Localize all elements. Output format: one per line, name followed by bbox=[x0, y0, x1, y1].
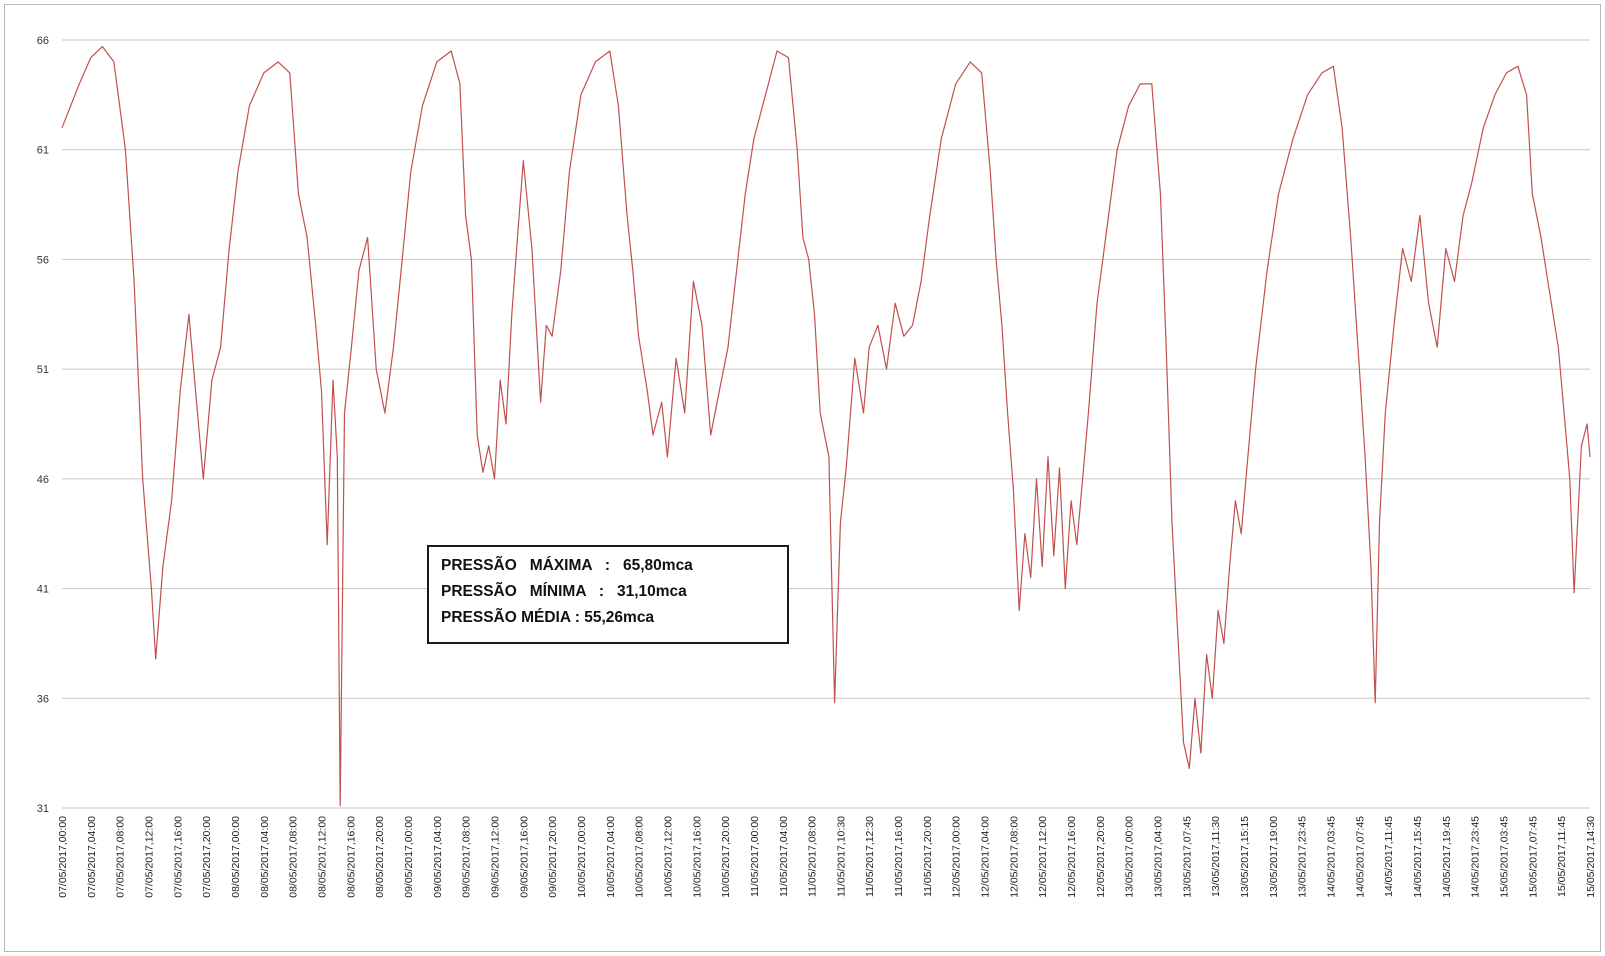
x-tick-label: 07/05/2017,00:00 bbox=[57, 816, 69, 898]
x-tick-label: 12/05/2017,12:00 bbox=[1037, 816, 1049, 898]
y-tick-label: 66 bbox=[37, 35, 49, 47]
x-tick-label: 10/05/2017,08:00 bbox=[634, 816, 646, 898]
x-tick-label: 09/05/2017,00:00 bbox=[403, 816, 415, 898]
y-tick-label: 61 bbox=[37, 145, 49, 157]
min-pressure-text: PRESSÃO MÍNIMA : 31,10mca bbox=[441, 583, 687, 600]
x-tick-label: 08/05/2017,20:00 bbox=[374, 816, 386, 898]
x-tick-label: 13/05/2017,11:30 bbox=[1210, 816, 1222, 897]
x-tick-label: 15/05/2017,11:45 bbox=[1556, 816, 1568, 897]
x-tick-label: 10/05/2017,20:00 bbox=[720, 816, 732, 898]
x-tick-label: 07/05/2017,08:00 bbox=[115, 816, 127, 898]
mean-pressure-text: PRESSÃO MÉDIA : 55,26mca bbox=[441, 609, 655, 626]
x-tick-label: 08/05/2017,04:00 bbox=[259, 816, 271, 898]
y-tick-label: 56 bbox=[37, 254, 49, 266]
x-tick-label: 07/05/2017,12:00 bbox=[143, 816, 155, 898]
x-tick-label: 13/05/2017,04:00 bbox=[1153, 816, 1165, 898]
x-tick-label: 11/05/2017,20:00 bbox=[922, 816, 934, 897]
x-tick-label: 14/05/2017,23:45 bbox=[1470, 816, 1482, 898]
x-tick-label: 15/05/2017,03:45 bbox=[1499, 816, 1511, 898]
x-tick-label: 11/05/2017,16:00 bbox=[893, 816, 905, 897]
x-tick-label: 08/05/2017,12:00 bbox=[316, 816, 328, 898]
x-tick-label: 15/05/2017,07:45 bbox=[1527, 816, 1539, 898]
x-tick-label: 12/05/2017,00:00 bbox=[951, 816, 963, 898]
x-tick-label: 11/05/2017,04:00 bbox=[778, 816, 790, 897]
x-tick-label: 08/05/2017,08:00 bbox=[288, 816, 300, 898]
x-tick-label: 09/05/2017,20:00 bbox=[547, 816, 559, 898]
max-pressure-text: PRESSÃO MÁXIMA : 65,80mca bbox=[441, 557, 693, 574]
x-tick-label: 11/05/2017,08:00 bbox=[807, 816, 819, 897]
series-layer bbox=[61, 46, 1591, 807]
x-tick-label: 13/05/2017,00:00 bbox=[1124, 816, 1136, 898]
x-tick-label: 10/05/2017,16:00 bbox=[691, 816, 703, 898]
x-tick-label: 14/05/2017,11:45 bbox=[1383, 816, 1395, 897]
x-tick-label: 07/05/2017,04:00 bbox=[86, 816, 98, 898]
x-tick-label: 13/05/2017,23:45 bbox=[1297, 816, 1309, 898]
pressure-series-line bbox=[61, 46, 1591, 807]
x-tick-label: 10/05/2017,00:00 bbox=[576, 816, 588, 898]
x-axis-tick-labels: 07/05/2017,00:00 07/05/2017,04:00 07/05/20… bbox=[57, 816, 1597, 898]
x-tick-label: 10/05/2017,12:00 bbox=[662, 816, 674, 898]
x-tick-label: 14/05/2017,15:45 bbox=[1412, 816, 1424, 898]
x-tick-label: 11/05/2017,10:30 bbox=[835, 816, 847, 897]
x-tick-label: 08/05/2017,16:00 bbox=[345, 816, 357, 898]
x-tick-label: 14/05/2017,07:45 bbox=[1354, 816, 1366, 898]
x-tick-label: 13/05/2017,07:45 bbox=[1181, 816, 1193, 898]
chart-frame bbox=[4, 4, 1601, 952]
y-tick-label: 51 bbox=[37, 364, 49, 376]
x-tick-label: 14/05/2017,03:45 bbox=[1326, 816, 1338, 898]
x-tick-label: 13/05/2017,19:00 bbox=[1268, 816, 1280, 898]
x-tick-label: 12/05/2017,04:00 bbox=[980, 816, 992, 898]
y-tick-label: 46 bbox=[37, 474, 49, 486]
x-tick-label: 07/05/2017,16:00 bbox=[172, 816, 184, 898]
x-tick-label: 10/05/2017,04:00 bbox=[605, 816, 617, 898]
x-tick-label: 09/05/2017,12:00 bbox=[489, 816, 501, 898]
x-tick-label: 15/05/2017,14:30 bbox=[1585, 816, 1597, 898]
grid-lines bbox=[62, 39, 1590, 809]
x-tick-label: 09/05/2017,08:00 bbox=[461, 816, 473, 898]
y-tick-label: 41 bbox=[37, 584, 49, 596]
x-tick-label: 11/05/2017,00:00 bbox=[749, 816, 761, 897]
y-tick-label: 36 bbox=[37, 693, 49, 705]
x-tick-label: 11/05/2017,12:30 bbox=[864, 816, 876, 897]
x-tick-label: 09/05/2017,04:00 bbox=[432, 816, 444, 898]
x-tick-label: 12/05/2017,16:00 bbox=[1066, 816, 1078, 898]
x-tick-label: 12/05/2017,08:00 bbox=[1008, 816, 1020, 898]
y-tick-label: 31 bbox=[37, 803, 49, 815]
x-tick-label: 13/05/2017,15:15 bbox=[1239, 816, 1251, 898]
x-tick-label: 07/05/2017,20:00 bbox=[201, 816, 213, 898]
y-axis-tick-labels: 66 61 56 51 46 41 36 31 bbox=[37, 35, 49, 815]
x-tick-label: 08/05/2017,00:00 bbox=[230, 816, 242, 898]
pressure-stats-box: PRESSÃO MÁXIMA : 65,80mca PRESSÃO MÍNIMA… bbox=[427, 545, 789, 644]
x-tick-label: 12/05/2017,20:00 bbox=[1095, 816, 1107, 898]
x-tick-label: 09/05/2017,16:00 bbox=[518, 816, 530, 898]
x-tick-label: 14/05/2017,19:45 bbox=[1441, 816, 1453, 898]
